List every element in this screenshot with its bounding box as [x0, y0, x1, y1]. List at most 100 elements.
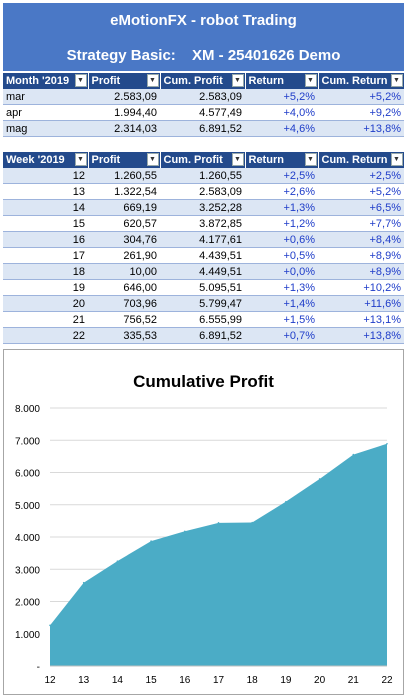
table-cell: 20 — [3, 295, 88, 312]
table-cell: +7,7% — [318, 215, 404, 232]
table-row: 16 304,76 4.177,61 +0,6% +8,4% — [3, 231, 404, 248]
y-tick-label: 5.000 — [15, 501, 40, 512]
table-cell: +0,0% — [245, 263, 318, 280]
column-header[interactable]: Profit ▼ — [88, 73, 161, 89]
strategy-label: Strategy Basic: — [66, 47, 176, 64]
table-cell: +2,5% — [245, 168, 318, 184]
data-point — [49, 624, 51, 627]
table-cell: 17 — [3, 247, 88, 264]
filter-dropdown-icon[interactable]: ▼ — [231, 74, 244, 87]
table-cell: +13,8% — [318, 120, 404, 137]
column-header[interactable]: Month '2019 ▼ — [3, 73, 89, 89]
column-header[interactable]: Cum. Return ▼ — [318, 152, 405, 168]
table-row: 12 1.260,55 1.260,55 +2,5% +2,5% — [3, 168, 404, 184]
table-cell: +1,3% — [245, 279, 318, 296]
filter-dropdown-icon[interactable]: ▼ — [146, 153, 159, 166]
table-cell: +13,8% — [318, 327, 404, 344]
table-cell: 16 — [3, 231, 88, 248]
column-header[interactable]: Cum. Profit ▼ — [160, 73, 246, 89]
filter-dropdown-icon[interactable]: ▼ — [304, 74, 317, 87]
table-cell: 4.439,51 — [160, 247, 245, 264]
filter-dropdown-icon[interactable]: ▼ — [304, 153, 317, 166]
table-cell: 4.449,51 — [160, 263, 245, 280]
column-header[interactable]: Return ▼ — [245, 73, 319, 89]
table-cell: +5,2% — [318, 183, 404, 200]
column-header-label: Return — [248, 75, 284, 87]
table-cell: +1,2% — [245, 215, 318, 232]
table-cell: +0,5% — [245, 247, 318, 264]
table-cell: +1,5% — [245, 311, 318, 328]
table-cell: 1.994,40 — [88, 104, 160, 121]
x-tick-label: 21 — [348, 675, 360, 686]
table-cell: 12 — [3, 168, 88, 184]
y-tick-label: 1.000 — [15, 630, 40, 641]
column-header[interactable]: Cum. Return ▼ — [318, 73, 405, 89]
table-cell: 2.583,09 — [160, 183, 245, 200]
table-cell: +4,0% — [245, 104, 318, 121]
table-cell: 756,52 — [88, 311, 160, 328]
table-cell: +5,2% — [318, 89, 404, 105]
table-cell: 6.891,52 — [160, 120, 245, 137]
table-cell: +4,6% — [245, 120, 318, 137]
table-cell: 2.314,03 — [88, 120, 160, 137]
y-tick-label: 4.000 — [15, 533, 40, 544]
table-row: 18 10,00 4.449,51 +0,0% +8,9% — [3, 263, 404, 280]
column-header-label: Profit — [91, 75, 121, 87]
table-cell: 14 — [3, 199, 88, 216]
table-cell: +11,6% — [318, 295, 404, 312]
table-row: 13 1.322,54 2.583,09 +2,6% +5,2% — [3, 183, 404, 200]
data-point — [352, 453, 355, 456]
table-row: 21 756,52 6.555,99 +1,5% +13,1% — [3, 311, 404, 328]
table-cell: +2,5% — [318, 168, 404, 184]
table-cell: +8,4% — [318, 231, 404, 248]
table-cell: +6,5% — [318, 199, 404, 216]
x-tick-label: 18 — [247, 675, 259, 686]
table-cell: 3.252,28 — [160, 199, 245, 216]
table-cell: 4.177,61 — [160, 231, 245, 248]
y-tick-label: 8.000 — [15, 404, 40, 415]
filter-dropdown-icon[interactable]: ▼ — [74, 153, 87, 166]
filter-dropdown-icon[interactable]: ▼ — [390, 153, 403, 166]
table-cell: 335,53 — [88, 327, 160, 344]
column-header[interactable]: Cum. Profit ▼ — [160, 152, 246, 168]
table-cell: +9,2% — [318, 104, 404, 121]
table-cell: +5,2% — [245, 89, 318, 105]
data-point — [150, 540, 152, 542]
table-cell: 10,00 — [88, 263, 160, 280]
chart-canvas: - 1.000 2.000 3.000 4.000 5.000 6.000 7.000 8.00… — [15, 404, 393, 686]
filter-dropdown-icon[interactable]: ▼ — [74, 74, 87, 87]
filter-dropdown-icon[interactable]: ▼ — [390, 74, 403, 87]
table-cell: +8,9% — [318, 247, 404, 264]
table-cell: 13 — [3, 183, 88, 200]
column-header-label: Month '2019 — [6, 75, 70, 87]
filter-dropdown-icon[interactable]: ▼ — [231, 153, 244, 166]
column-header[interactable]: Profit ▼ — [88, 152, 161, 168]
table-cell: 1.260,55 — [160, 168, 245, 184]
table-cell: mar — [3, 89, 88, 105]
table-cell: +1,4% — [245, 295, 318, 312]
x-tick-label: 17 — [213, 675, 225, 686]
table-cell: 6.891,52 — [160, 327, 245, 344]
filter-dropdown-icon[interactable]: ▼ — [146, 74, 159, 87]
table-cell: +8,9% — [318, 263, 404, 280]
data-point — [184, 530, 186, 533]
table-cell: 5.799,47 — [160, 295, 245, 312]
data-point — [318, 478, 321, 480]
table-cell: +1,3% — [245, 199, 318, 216]
table-cell: 15 — [3, 215, 88, 232]
table-cell: +13,1% — [318, 311, 404, 328]
strategy-line: Strategy Basic: XM - 25401626 Demo — [3, 47, 404, 64]
data-point — [285, 500, 287, 503]
column-header-label: Cum. Return — [321, 154, 388, 166]
column-header[interactable]: Return ▼ — [245, 152, 319, 168]
column-header[interactable]: Week '2019 ▼ — [3, 152, 89, 168]
table-row: 19 646,00 5.095,51 +1,3% +10,2% — [3, 279, 404, 296]
weekly-table: Week '2019 ▼ Profit ▼ Cum. Profit ▼ Return ▼ Cum… — [3, 152, 405, 344]
column-header-label: Profit — [91, 154, 121, 166]
y-tick-label: 7.000 — [15, 436, 40, 447]
x-tick-label: 16 — [179, 675, 191, 686]
cumulative-profit-chart: Cumulative Profit - 1.000 2.000 3.000 4.000 5… — [3, 349, 404, 695]
table-cell: 6.555,99 — [160, 311, 245, 328]
area-series — [50, 443, 387, 666]
table-cell: +0,6% — [245, 231, 318, 248]
